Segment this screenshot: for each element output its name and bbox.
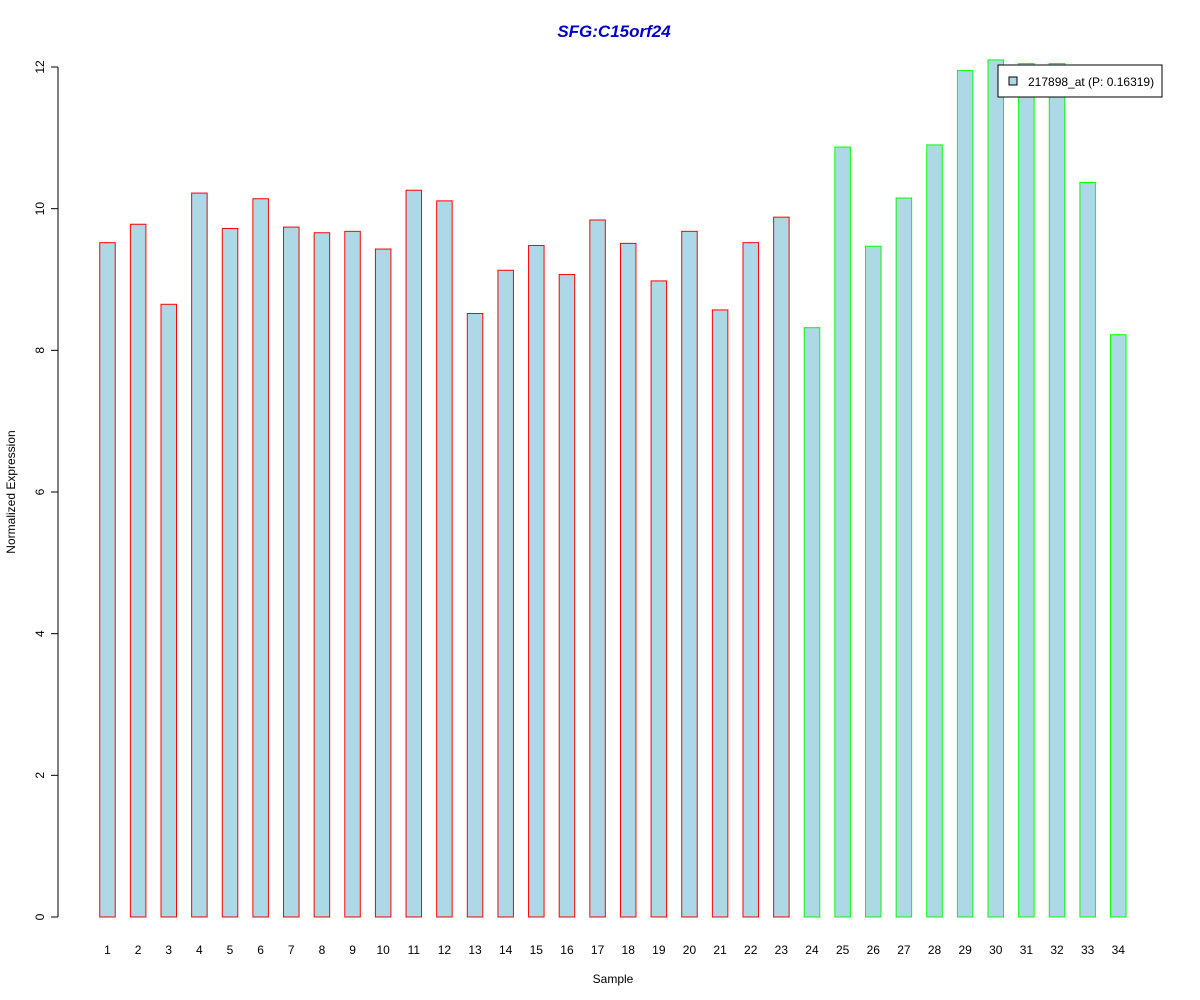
bar-sample-23 xyxy=(773,216,790,918)
x-tick-label: 12 xyxy=(438,943,452,957)
x-tick-label: 27 xyxy=(897,943,911,957)
bar-sample-11 xyxy=(405,189,423,918)
y-tick-label: 6 xyxy=(33,488,47,495)
y-axis: 0 2 4 6 8 10 12 xyxy=(33,60,59,920)
x-tick-label: 19 xyxy=(652,943,666,957)
bar-sample-33 xyxy=(1079,181,1096,918)
y-tick-label: 0 xyxy=(33,913,47,920)
bar-sample-7 xyxy=(283,226,300,918)
bar-sample-17 xyxy=(589,219,606,918)
bar-sample-16 xyxy=(558,274,576,918)
x-tick-label: 15 xyxy=(530,943,544,957)
x-tick-label: 23 xyxy=(775,943,789,957)
legend-swatch xyxy=(1008,76,1018,86)
bar-sample-8 xyxy=(313,232,331,918)
x-tick-label: 33 xyxy=(1081,943,1095,957)
bar-sample-6 xyxy=(252,198,269,918)
x-tick-label: 3 xyxy=(165,943,172,957)
bar-sample-19 xyxy=(650,280,668,918)
x-tick-label: 4 xyxy=(196,943,203,957)
x-tick-label: 10 xyxy=(376,943,390,957)
bar-sample-5 xyxy=(221,228,239,918)
bar-sample-1 xyxy=(99,242,116,918)
bar-sample-3 xyxy=(160,303,178,918)
legend-box xyxy=(997,64,1163,98)
x-tick-label: 11 xyxy=(408,943,421,957)
bar-sample-18 xyxy=(619,242,637,918)
x-tick-label: 13 xyxy=(468,943,482,957)
x-tick-label: 28 xyxy=(928,943,942,957)
bar-sample-34 xyxy=(1110,334,1127,918)
bar-sample-14 xyxy=(497,269,514,918)
x-tick-label: 6 xyxy=(257,943,264,957)
x-tick-label: 31 xyxy=(1020,943,1034,957)
bars xyxy=(99,59,1127,918)
x-tick-label: 34 xyxy=(1112,943,1126,957)
bar-sample-9 xyxy=(344,230,361,918)
x-tick-label: 29 xyxy=(958,943,972,957)
bar-sample-10 xyxy=(374,248,392,918)
y-tick-label: 4 xyxy=(33,630,47,637)
x-tick-label: 17 xyxy=(591,943,605,957)
x-tick-label: 30 xyxy=(989,943,1003,957)
y-tick-label: 8 xyxy=(33,347,47,354)
x-tick-label: 8 xyxy=(319,943,326,957)
x-tick-label: 16 xyxy=(560,943,574,957)
bar-sample-32 xyxy=(1048,62,1066,918)
bar-sample-21 xyxy=(711,309,729,918)
bar-sample-15 xyxy=(528,245,545,918)
x-tick-label: 9 xyxy=(349,943,356,957)
x-tick-label: 2 xyxy=(135,943,142,957)
legend-entry-label: 217898_at (P: 0.16319) xyxy=(1028,75,1154,89)
x-tick-label: 32 xyxy=(1050,943,1064,957)
x-tick-label: 7 xyxy=(288,943,295,957)
x-tick-label: 5 xyxy=(227,943,234,957)
bar-sample-13 xyxy=(466,313,484,918)
bar-sample-30 xyxy=(987,59,1005,918)
chart-title: SFG:C15orf24 xyxy=(557,22,671,41)
bar-sample-20 xyxy=(681,230,698,918)
x-axis-label: Sample xyxy=(593,972,634,986)
bar-sample-31 xyxy=(1018,62,1035,918)
x-tick-label: 21 xyxy=(713,943,727,957)
bar-sample-28 xyxy=(926,144,943,918)
x-tick-label: 22 xyxy=(744,943,758,957)
x-tick-label: 14 xyxy=(499,943,513,957)
bar-sample-26 xyxy=(865,245,882,918)
bar-sample-22 xyxy=(742,242,759,918)
y-tick-label: 2 xyxy=(33,772,47,779)
bar-sample-4 xyxy=(191,192,208,918)
bar-sample-24 xyxy=(803,327,821,918)
x-tick-label: 1 xyxy=(104,943,111,957)
bar-sample-27 xyxy=(895,197,913,918)
x-tick-label: 26 xyxy=(867,943,881,957)
bar-sample-12 xyxy=(436,200,453,918)
bar-sample-25 xyxy=(834,146,851,918)
y-axis-label: Normalized Expression xyxy=(4,430,18,553)
x-tick-label: 25 xyxy=(836,943,850,957)
y-tick-label: 10 xyxy=(33,202,47,216)
legend: 217898_at (P: 0.16319) xyxy=(997,64,1163,98)
x-tick-label: 20 xyxy=(683,943,697,957)
x-tick-label: 24 xyxy=(805,943,819,957)
x-tick-label: 18 xyxy=(622,943,636,957)
bar-sample-2 xyxy=(129,223,147,918)
bar-sample-29 xyxy=(956,70,974,918)
y-tick-label: 12 xyxy=(33,60,47,74)
x-axis-tick-labels: 1 2 3 4 5 6 7 8 9 10 11 12 13 14 15 16 17 18 19 20 21 22 23 24 2… xyxy=(104,943,1125,957)
